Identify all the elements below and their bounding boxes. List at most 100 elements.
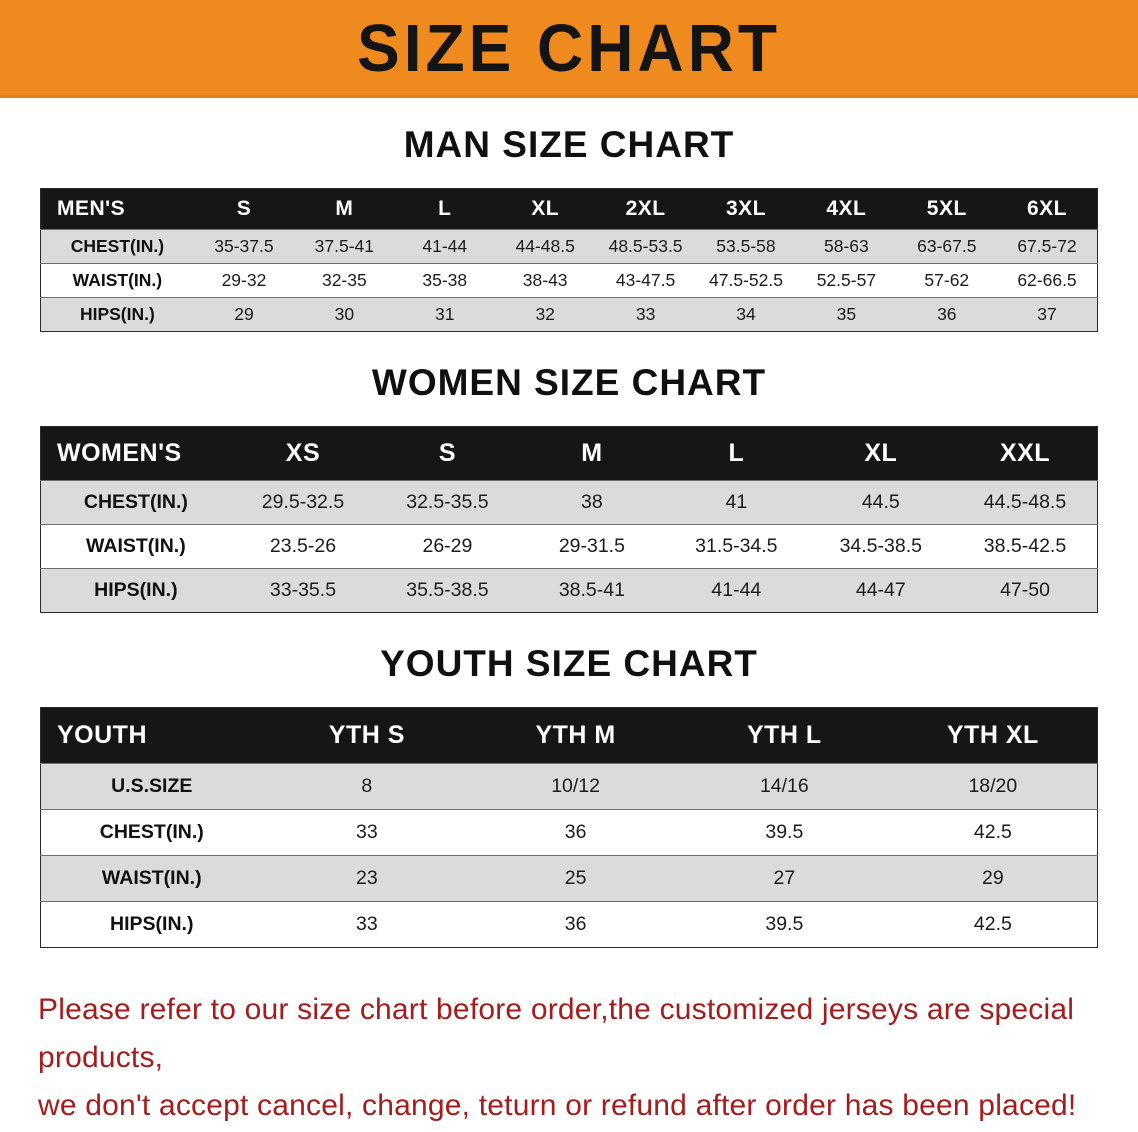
youth-section-heading: YOUTH SIZE CHART	[380, 643, 758, 684]
measurement-value-cell: 44-47	[855, 579, 906, 601]
measurement-label-cell: HIPS(IN.)	[79, 304, 155, 324]
measurement-value-cell: 35-37.5	[214, 236, 274, 256]
women-size-table: WOMEN'S XS S M L XL XXL CHEST(IN.) 29.5-32.5 32.5…	[40, 426, 1098, 613]
measurement-value-cell: 58-63	[824, 236, 869, 256]
measurement-value-cell: 30	[334, 304, 355, 324]
measurement-label-cell: WAIST(IN.)	[101, 867, 202, 889]
measurement-value-cell: 47.5-52.5	[709, 270, 783, 290]
section-youth-size-chart: YOUTH SIZE CHART YOUTH YTH S YTH M YTH L YTH…	[0, 643, 1138, 948]
measurement-value-cell: 43-47.5	[615, 270, 676, 290]
size-header-cell: XS	[230, 426, 376, 481]
table-title-cell: WOMEN'S	[40, 426, 231, 481]
size-header-cell: L	[664, 426, 809, 481]
table-header-row: WOMEN'S XS S M L XL XXL	[40, 426, 1098, 481]
measurement-value-cell: 53.5-58	[716, 236, 776, 256]
measurement-value-cell: 33-35.5	[269, 579, 337, 601]
measurement-value-cell: 62-66.5	[1017, 270, 1077, 290]
notice-line-2: we don't accept cancel, change, teturn o…	[38, 1089, 1077, 1122]
size-header-cell: XL	[494, 188, 596, 230]
measurement-value-cell: 29-31.5	[558, 535, 625, 557]
size-header-cell: XL	[808, 426, 954, 481]
table-row: CHEST(IN.) 35-37.5 37.5-41 41-44 44-48.5 48.5…	[40, 229, 1098, 264]
size-header-cell: 6XL	[997, 188, 1098, 230]
measurement-value-cell: 35.5-38.5	[406, 579, 489, 601]
size-header-cell: 5XL	[896, 188, 997, 230]
size-header-cell: YTH M	[471, 707, 680, 764]
size-header-cell: 3XL	[695, 188, 797, 230]
measurement-value-cell: 39.5	[765, 913, 804, 935]
measurement-value-cell: 44.5	[861, 491, 900, 513]
measurement-value-cell: 33	[355, 821, 378, 843]
size-header-cell: M	[294, 188, 395, 230]
measurement-value-cell: 41-44	[422, 236, 468, 256]
measurement-value-cell: 41	[725, 491, 748, 513]
measurement-value-cell: 25	[564, 867, 587, 889]
table-title-cell: MEN'S	[40, 188, 194, 230]
measurement-value-cell: 29-32	[221, 270, 267, 290]
table-header-row: MEN'S S M L XL 2XL 3XL 4XL 5XL 6XL	[40, 188, 1098, 230]
notice-line-1: Please refer to our size chart before or…	[38, 993, 1075, 1074]
measurement-value-cell: 23.5-26	[269, 535, 337, 557]
table-header-row: YOUTH YTH S YTH M YTH L YTH XL	[40, 707, 1098, 764]
measurement-value-cell: 41-44	[711, 579, 762, 601]
measurement-value-cell: 31.5-34.5	[695, 535, 778, 557]
size-header-cell: XXL	[953, 426, 1098, 481]
measurement-value-cell: 32-35	[321, 270, 367, 290]
size-header-cell: M	[519, 426, 665, 481]
men-size-table: MEN'S S M L XL 2XL 3XL 4XL 5XL 6XL CHEST(IN.) 35-37…	[40, 188, 1098, 332]
measurement-label-cell: CHEST(IN.)	[99, 821, 204, 843]
measurement-value-cell: 38	[581, 491, 603, 513]
size-header-cell: 4XL	[796, 188, 897, 230]
measurement-value-cell: 10/12	[551, 775, 600, 797]
measurement-value-cell: 29	[234, 304, 254, 324]
measurement-value-cell: 57-62	[924, 270, 970, 290]
women-section-heading: WOMEN SIZE CHART	[371, 362, 767, 403]
measurement-value-cell: 33	[355, 913, 378, 935]
table-row: U.S.SIZE 8 10/12 14/16 18/20	[40, 763, 1098, 810]
measurement-value-cell: 42.5	[973, 913, 1012, 935]
size-header-cell: S	[193, 188, 295, 230]
measurement-label-cell: WAIST(IN.)	[72, 270, 163, 290]
order-policy-notice: Please refer to our size chart before or…	[38, 986, 1100, 1130]
men-section-heading: MAN SIZE CHART	[403, 124, 735, 165]
table-title-cell: YOUTH	[40, 707, 263, 764]
measurement-value-cell: 38-43	[522, 270, 568, 290]
table-row: HIPS(IN.) 33-35.5 35.5-38.5 38.5-41 41-44 44-…	[40, 568, 1098, 613]
measurement-value-cell: 29	[982, 867, 1004, 889]
measurement-value-cell: 39.5	[765, 821, 804, 843]
measurement-value-cell: 63-67.5	[917, 236, 977, 256]
measurement-value-cell: 27	[773, 867, 796, 889]
size-header-cell: YTH L	[679, 707, 889, 764]
measurement-value-cell: 44-48.5	[515, 236, 575, 256]
measurement-value-cell: 33	[635, 304, 656, 324]
page-title: SIZE CHART	[357, 9, 781, 86]
measurement-label-cell: CHEST(IN.)	[83, 491, 188, 513]
measurement-label-cell: HIPS(IN.)	[94, 579, 178, 601]
measurement-value-cell: 37	[1037, 304, 1057, 324]
measurement-value-cell: 37.5-41	[314, 236, 375, 256]
measurement-value-cell: 29.5-32.5	[261, 491, 345, 513]
measurement-value-cell: 47-50	[1000, 579, 1050, 601]
measurement-value-cell: 34.5-38.5	[839, 535, 922, 557]
table-row: WAIST(IN.) 23 25 27 29	[40, 855, 1098, 902]
measurement-value-cell: 52.5-57	[816, 270, 877, 290]
measurement-value-cell: 31	[435, 304, 455, 324]
table-row: HIPS(IN.) 29 30 31 32 33 34 35 36 37	[40, 297, 1098, 332]
table-row: CHEST(IN.) 33 36 39.5 42.5	[40, 809, 1098, 856]
measurement-value-cell: 36	[937, 304, 957, 324]
size-header-cell: 2XL	[595, 188, 696, 230]
measurement-label-cell: U.S.SIZE	[111, 775, 193, 797]
measurement-value-cell: 18/20	[968, 775, 1018, 797]
measurement-value-cell: 38.5-41	[558, 579, 625, 601]
measurement-value-cell: 35-38	[422, 270, 468, 290]
table-row: HIPS(IN.) 33 36 39.5 42.5	[40, 901, 1098, 948]
measurement-value-cell: 14/16	[759, 775, 809, 797]
table-row: CHEST(IN.) 29.5-32.5 32.5-35.5 38 41 44.5 44.5…	[40, 480, 1098, 525]
measurement-value-cell: 32	[535, 304, 555, 324]
measurement-value-cell: 23	[355, 867, 378, 889]
measurement-value-cell: 38.5-42.5	[983, 535, 1067, 557]
table-row: WAIST(IN.) 23.5-26 26-29 29-31.5 31.5-34.5 34…	[40, 524, 1098, 569]
size-header-cell: L	[394, 188, 495, 230]
measurement-value-cell: 36	[564, 821, 587, 843]
